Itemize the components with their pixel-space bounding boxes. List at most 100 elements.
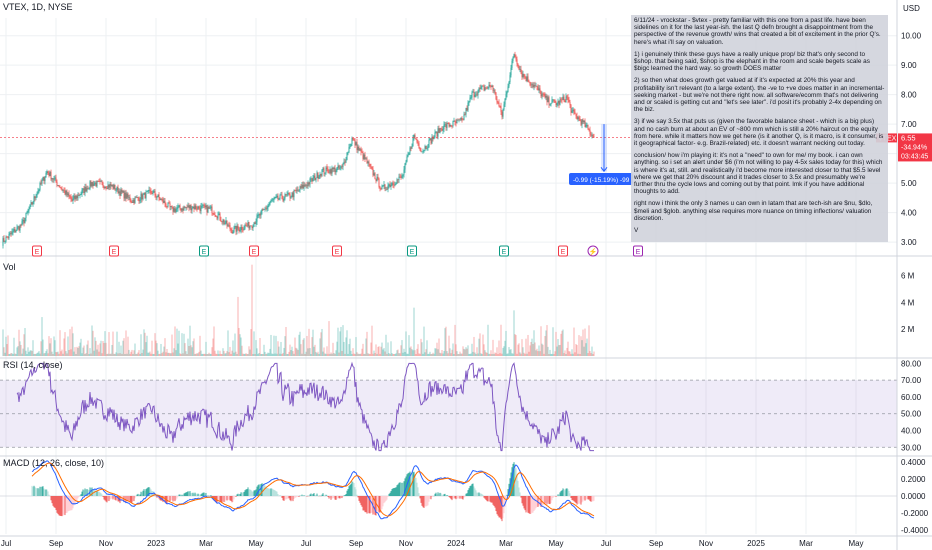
macd-histogram-bar [249,489,251,496]
macd-histogram-bar [269,488,271,496]
volume-bar [373,350,375,356]
macd-histogram-bar [124,496,126,501]
volume-bar [112,331,114,356]
candle-body [478,88,480,91]
macd-histogram-bar [347,489,349,496]
macd-histogram-bar [234,496,236,497]
volume-bar [80,338,82,356]
candle-body [299,186,301,191]
volume-bar [448,335,450,356]
candle-body [473,91,475,97]
macd-histogram-bar [257,485,259,496]
volume-bar [424,352,426,356]
candle-body [53,178,55,180]
macd-histogram-bar [353,482,355,496]
macd-histogram-bar [96,491,98,496]
candle-body [536,85,538,87]
volume-bar [158,353,160,356]
candle-body [161,199,163,200]
volume-bar [97,344,99,356]
rsi-tick-label: 40.00 [901,427,922,436]
macd-histogram-bar [203,492,205,496]
volume-bar [403,348,405,356]
macd-histogram-bar [330,496,332,500]
candle-body [592,135,594,137]
candle-body [176,208,178,210]
macd-tick-label: 0.0000 [901,492,926,501]
macd-histogram-bar [132,496,134,502]
volume-bar [148,352,150,356]
volume-bar [570,353,572,356]
macd-histogram-bar [377,496,379,512]
macd-histogram-bar [141,492,143,496]
volume-bar [530,341,532,356]
overlays[interactable]: VTEX6.55-34.94%03:43:45-0.99 (-15.19%) -… [0,124,932,185]
candle-body [215,215,217,217]
volume-bar [506,353,508,356]
candle-body [272,199,274,201]
candle-body [459,119,461,121]
candle-body [208,207,210,209]
macd-histogram-bar [489,496,491,502]
macd-histogram-bar [555,496,557,497]
candle-body [534,85,536,87]
volume-bar [362,343,364,356]
candle-body [519,69,521,70]
candle-body [508,81,510,87]
candle-body [319,173,321,177]
candle-body [571,110,573,113]
candle-body [230,229,232,230]
macd-histogram-bar [442,495,444,496]
macd-histogram-bar [485,496,487,500]
volume-bar [402,352,404,356]
event-marker-label: E [410,249,415,256]
macd-histogram-bar [417,487,419,496]
macd-histogram-bar [175,496,177,500]
macd-histogram-bar [569,493,571,496]
volume-bar [558,345,560,356]
candle-body [37,190,39,195]
volume-bar [353,353,355,356]
macd-histogram-bar [503,496,505,514]
macd-histogram-bar [368,496,370,514]
volume-bar [206,353,208,356]
volume-bar [52,353,54,356]
candle-body [336,167,338,171]
currency-label[interactable]: USD [903,4,920,13]
candle-body [430,138,432,144]
candle-body [496,99,498,103]
macd-histogram-bar [111,496,113,499]
candle-body [409,147,411,153]
candle-body [488,84,490,87]
volume-bar [514,334,516,356]
volume-bar [132,353,134,356]
volume-bar [151,340,153,356]
candle-body [258,214,260,216]
price-tick-label: 9.00 [901,61,917,70]
volume-bar [173,348,175,356]
volume-bar [394,353,396,356]
candle-body [575,113,577,116]
event-markers[interactable]: E E E E E E E E ⚡ E [32,245,643,257]
macd-histogram-bar [133,496,135,502]
volume-bar [401,340,403,356]
measure-label-bg [569,173,633,185]
volume-bar [227,330,229,356]
macd-histogram-bar [228,496,230,500]
volume-bar [202,353,204,356]
candle-body [465,107,467,115]
volume-bars [2,264,595,356]
volume-bar [95,340,97,356]
macd-histogram-bar [295,496,297,498]
volume-bar [385,334,387,356]
candle-body [329,169,331,174]
candle-body [381,185,383,190]
candle-body [50,171,52,180]
candle-body [307,182,309,187]
candle-body [167,202,169,207]
volume-bar [47,353,49,356]
macd-histogram-bar [38,488,40,496]
candle-body [438,128,440,133]
candle-body [75,195,77,199]
